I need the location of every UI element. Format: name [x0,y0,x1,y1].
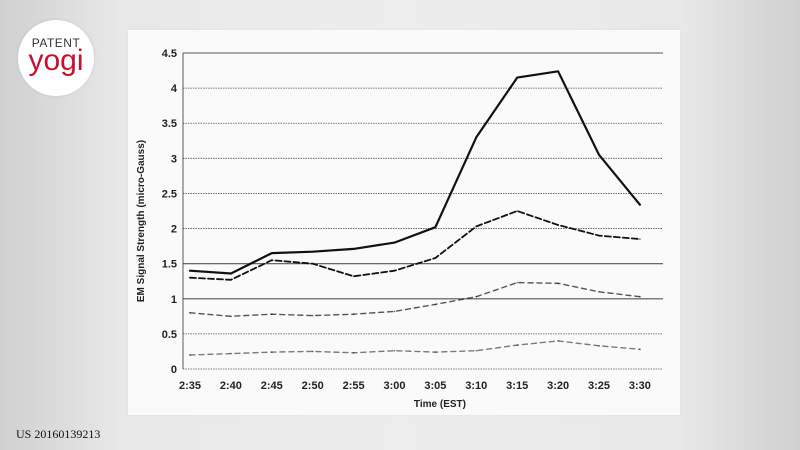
data-point [230,316,232,318]
data-point [516,282,518,284]
data-point [557,70,559,72]
y-tick-label: 0 [171,364,177,376]
data-point [189,354,191,356]
data-point [476,350,478,352]
data-point [353,276,355,278]
data-point [230,273,232,275]
data-point [598,235,600,237]
data-point [312,351,314,353]
data-point [271,259,273,261]
series-line-4 [190,341,640,355]
data-point [271,351,273,353]
y-tick-label: 1 [171,294,177,306]
x-tick-label: 2:40 [220,380,242,392]
data-point [353,352,355,354]
series-line-2 [190,211,640,280]
series-lines [189,70,641,355]
y-tick-label: 2 [171,224,177,236]
data-point [312,263,314,265]
x-tick-label: 2:45 [261,380,283,392]
series-line-3 [190,283,640,317]
x-tick-label: 3:30 [629,380,651,392]
patent-yogi-logo: PATENT yogi [18,20,94,96]
data-point [271,252,273,254]
y-axis-label: EM Signal Strength (micro-Gauss) [136,140,147,302]
patent-number: US 20160139213 [16,427,100,442]
data-point [435,351,437,353]
logo-bottom-text: yogi [18,46,94,76]
data-point [394,270,396,272]
data-point [476,296,478,298]
gridlines [183,53,663,369]
x-tick-label: 3:15 [506,380,528,392]
data-point [394,350,396,352]
data-point [639,296,641,298]
data-point [189,277,191,279]
x-tick-label: 3:20 [547,380,569,392]
x-tick-label: 2:50 [302,380,324,392]
data-point [639,204,641,206]
data-point [476,136,478,138]
data-point [476,226,478,228]
x-tick-label: 3:05 [424,380,446,392]
data-point [435,226,437,228]
data-point [598,345,600,347]
x-tick-label: 3:10 [465,380,487,392]
data-point [230,279,232,281]
y-tick-label: 4 [171,83,178,95]
data-point [557,340,559,342]
data-point [639,238,641,240]
data-point [312,315,314,317]
chart-panel: 0 0.5 1 1.5 2 2.5 3 3.5 4 4.5 2:35 2:40 2:45 2:50 2:5… [128,30,680,415]
data-point [557,283,559,285]
data-point [353,313,355,315]
data-point [598,154,600,156]
y-tick-label: 1.5 [162,259,177,271]
data-point [639,349,641,351]
y-tick-label: 3 [171,153,177,165]
data-point [353,248,355,250]
data-point [230,353,232,355]
x-tick-label: 2:55 [343,380,365,392]
data-point [516,77,518,79]
y-axis-ticks: 0 0.5 1 1.5 2 2.5 3 3.5 4 4.5 [162,48,178,376]
x-axis-ticks: 2:35 2:40 2:45 2:50 2:55 3:00 3:05 3:10 3:15 3:20… [179,380,651,392]
data-point [598,291,600,293]
data-point [394,311,396,313]
x-axis-label: Time (EST) [414,399,466,410]
data-point [516,344,518,346]
line-chart: 0 0.5 1 1.5 2 2.5 3 3.5 4 4.5 2:35 2:40 2:45 2:50 2:5… [128,30,680,415]
series-line-1 [190,71,640,273]
data-point [189,312,191,314]
data-point [435,257,437,259]
data-point [312,251,314,253]
y-tick-label: 4.5 [162,48,177,60]
x-tick-label: 3:00 [383,380,405,392]
x-tick-label: 3:25 [588,380,610,392]
data-point [394,242,396,244]
y-tick-label: 0.5 [162,329,177,341]
data-point [557,224,559,226]
data-point [189,270,191,272]
x-tick-label: 2:35 [179,380,201,392]
data-point [271,313,273,315]
y-tick-label: 2.5 [162,188,177,200]
data-point [516,210,518,212]
y-tick-label: 3.5 [162,118,177,130]
data-point [435,304,437,306]
